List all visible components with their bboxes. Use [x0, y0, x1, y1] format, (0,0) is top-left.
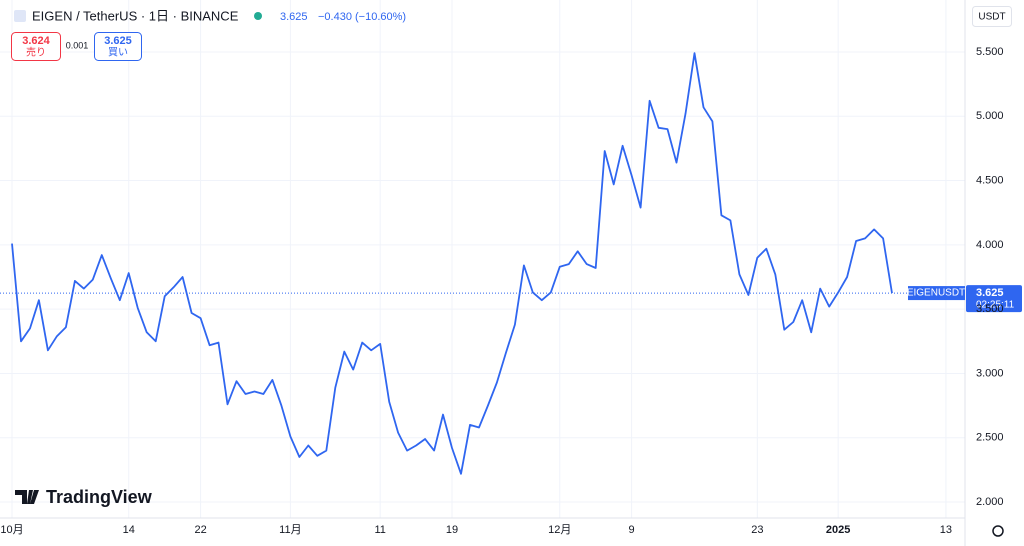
market-status[interactable] — [254, 12, 262, 20]
symbol-tag — [908, 286, 965, 301]
price-tag-box — [966, 285, 1022, 313]
y-tick-label: 5.500 — [976, 46, 1004, 58]
symbol-title[interactable]: EIGEN / TetherUS · 1日 · BINANCE — [32, 8, 239, 23]
last-price: 3.625 — [280, 11, 308, 23]
symbol-tag-text: EIGENUSDT — [907, 288, 965, 299]
x-tick-label: 19 — [446, 524, 458, 536]
y-tick-label: 3.500 — [976, 303, 1004, 315]
sell-button[interactable] — [11, 32, 61, 61]
countdown: 02:25:11 — [976, 300, 1015, 311]
plot — [0, 52, 965, 475]
price-line — [11, 52, 893, 475]
x-tick-label: 10月 — [0, 524, 23, 536]
y-tick-label: 2.500 — [976, 432, 1004, 444]
currency: USDT — [978, 12, 1005, 23]
sell-price: 3.624 — [22, 35, 50, 47]
x-tick-label: 2025 — [826, 524, 850, 536]
y-tick-label: 5.000 — [976, 110, 1004, 122]
x-tick-label: 11月 — [279, 524, 301, 536]
watermark-text: TradingView — [46, 487, 153, 507]
buy-button[interactable] — [94, 32, 142, 61]
symbol-icon — [14, 10, 26, 22]
grid — [0, 0, 965, 518]
buy-label: 買い — [108, 47, 128, 59]
logo — [15, 490, 39, 504]
watermark: TradingView — [15, 487, 153, 507]
y-tick-label: 4.000 — [976, 239, 1004, 251]
currency-button[interactable] — [972, 6, 1012, 27]
buy-price: 3.625 — [104, 35, 132, 47]
y-tick-label: 4.500 — [976, 174, 1004, 186]
x-tick-label: 23 — [751, 524, 763, 536]
settings-icon[interactable] — [992, 525, 1004, 537]
x-tick-label: 11 — [374, 524, 385, 536]
x-tick-label: 22 — [194, 524, 206, 536]
price-tag-text: 3.625 — [976, 287, 1004, 299]
x-tick-label: 13 — [940, 524, 952, 536]
x-tick-label: 12月 — [548, 524, 571, 536]
sell-label: 売り — [26, 46, 46, 59]
x-tick-label: 14 — [123, 524, 135, 536]
spread: 0.001 — [66, 40, 89, 50]
y-tick-label: 2.000 — [976, 496, 1004, 508]
price-change: −0.430 (−10.60%) — [318, 11, 406, 23]
x-tick-label: 9 — [629, 524, 635, 536]
y-tick-label: 3.000 — [976, 367, 1004, 379]
